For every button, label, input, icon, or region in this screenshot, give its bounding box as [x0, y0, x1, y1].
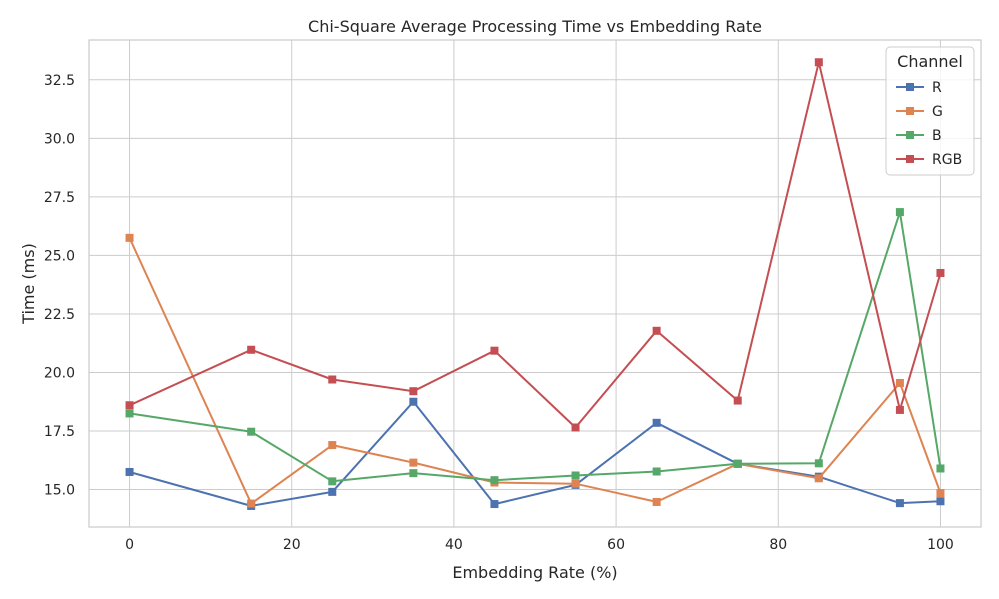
- series-line-r: [129, 400, 941, 507]
- y-tick-label: 25.0: [44, 248, 75, 264]
- data-point-b: [409, 469, 418, 478]
- x-axis-ticks: 0 20 40 60 80 100: [125, 537, 954, 553]
- data-point-g: [652, 497, 661, 506]
- data-point-g: [936, 489, 945, 498]
- data-point-g: [571, 479, 580, 488]
- data-point-b: [571, 471, 580, 480]
- y-tick-label: 30.0: [44, 131, 75, 147]
- data-point-b: [490, 476, 499, 485]
- legend-item-r: R: [896, 80, 942, 96]
- legend-marker: [906, 131, 914, 139]
- data-point-rgb: [125, 401, 134, 410]
- legend-item-g: G: [896, 104, 943, 120]
- data-point-b: [895, 208, 904, 217]
- data-point-rgb: [936, 268, 945, 277]
- data-point-rgb: [247, 345, 256, 354]
- series-layer: [125, 58, 945, 510]
- data-point-b: [814, 459, 823, 468]
- x-tick-label: 80: [769, 537, 787, 553]
- data-point-b: [733, 459, 742, 468]
- series-rgb: [125, 58, 945, 432]
- y-tick-label: 15.0: [44, 483, 75, 499]
- data-point-g: [409, 458, 418, 467]
- data-point-g: [328, 441, 337, 450]
- data-point-b: [652, 467, 661, 476]
- y-tick-label: 17.5: [44, 424, 75, 440]
- legend-label: B: [932, 128, 942, 144]
- x-tick-label: 60: [607, 537, 625, 553]
- data-point-r: [328, 487, 337, 496]
- x-tick-label: 20: [283, 537, 301, 553]
- legend-label: R: [932, 80, 942, 96]
- data-point-b: [247, 427, 256, 436]
- x-tick-label: 0: [125, 537, 134, 553]
- y-tick-label: 27.5: [44, 190, 75, 206]
- legend-marker: [906, 83, 914, 91]
- data-point-b: [936, 464, 945, 473]
- data-point-b: [328, 477, 337, 486]
- y-tick-label: 20.0: [44, 365, 75, 381]
- x-tick-label: 100: [927, 537, 954, 553]
- x-tick-label: 40: [445, 537, 463, 553]
- data-point-r: [409, 397, 418, 406]
- legend-title: Channel: [897, 52, 963, 71]
- data-point-g: [895, 379, 904, 388]
- data-point-rgb: [490, 346, 499, 355]
- legend-marker: [906, 155, 914, 163]
- series-b: [125, 208, 945, 486]
- data-point-r: [490, 500, 499, 509]
- legend-box: [885, 46, 975, 176]
- data-point-r: [936, 497, 945, 506]
- data-point-rgb: [814, 58, 823, 67]
- legend-items: RGB RGB: [896, 80, 962, 168]
- data-point-rgb: [571, 423, 580, 432]
- y-axis-ticks: 15.0 17.5 20.0 22.5 25.0 27.5 30.0 32.5: [44, 73, 75, 499]
- x-axis-label: Embedding Rate (%): [452, 563, 617, 582]
- data-point-r: [652, 418, 661, 427]
- chart-title: Chi-Square Average Processing Time vs Em…: [308, 17, 762, 36]
- legend-item-b: B: [896, 128, 942, 144]
- legend-marker: [906, 107, 914, 115]
- y-tick-label: 22.5: [44, 307, 75, 323]
- y-tick-label: 32.5: [44, 73, 75, 89]
- data-point-rgb: [328, 375, 337, 384]
- data-point-g: [247, 499, 256, 508]
- legend: Channel RGB RGB: [885, 46, 975, 176]
- data-point-rgb: [652, 326, 661, 335]
- legend-label: G: [932, 104, 943, 120]
- data-point-rgb: [733, 396, 742, 405]
- data-point-g: [125, 233, 134, 242]
- plot-frame: [88, 39, 982, 528]
- legend-item-rgb: RGB: [896, 152, 962, 168]
- data-point-rgb: [409, 387, 418, 396]
- y-axis-label: Time (ms): [19, 243, 38, 325]
- data-point-b: [125, 409, 134, 418]
- legend-label: RGB: [932, 152, 962, 168]
- data-point-rgb: [895, 405, 904, 414]
- data-point-r: [895, 499, 904, 508]
- data-point-g: [814, 474, 823, 483]
- grid: [89, 40, 981, 527]
- data-point-r: [125, 467, 134, 476]
